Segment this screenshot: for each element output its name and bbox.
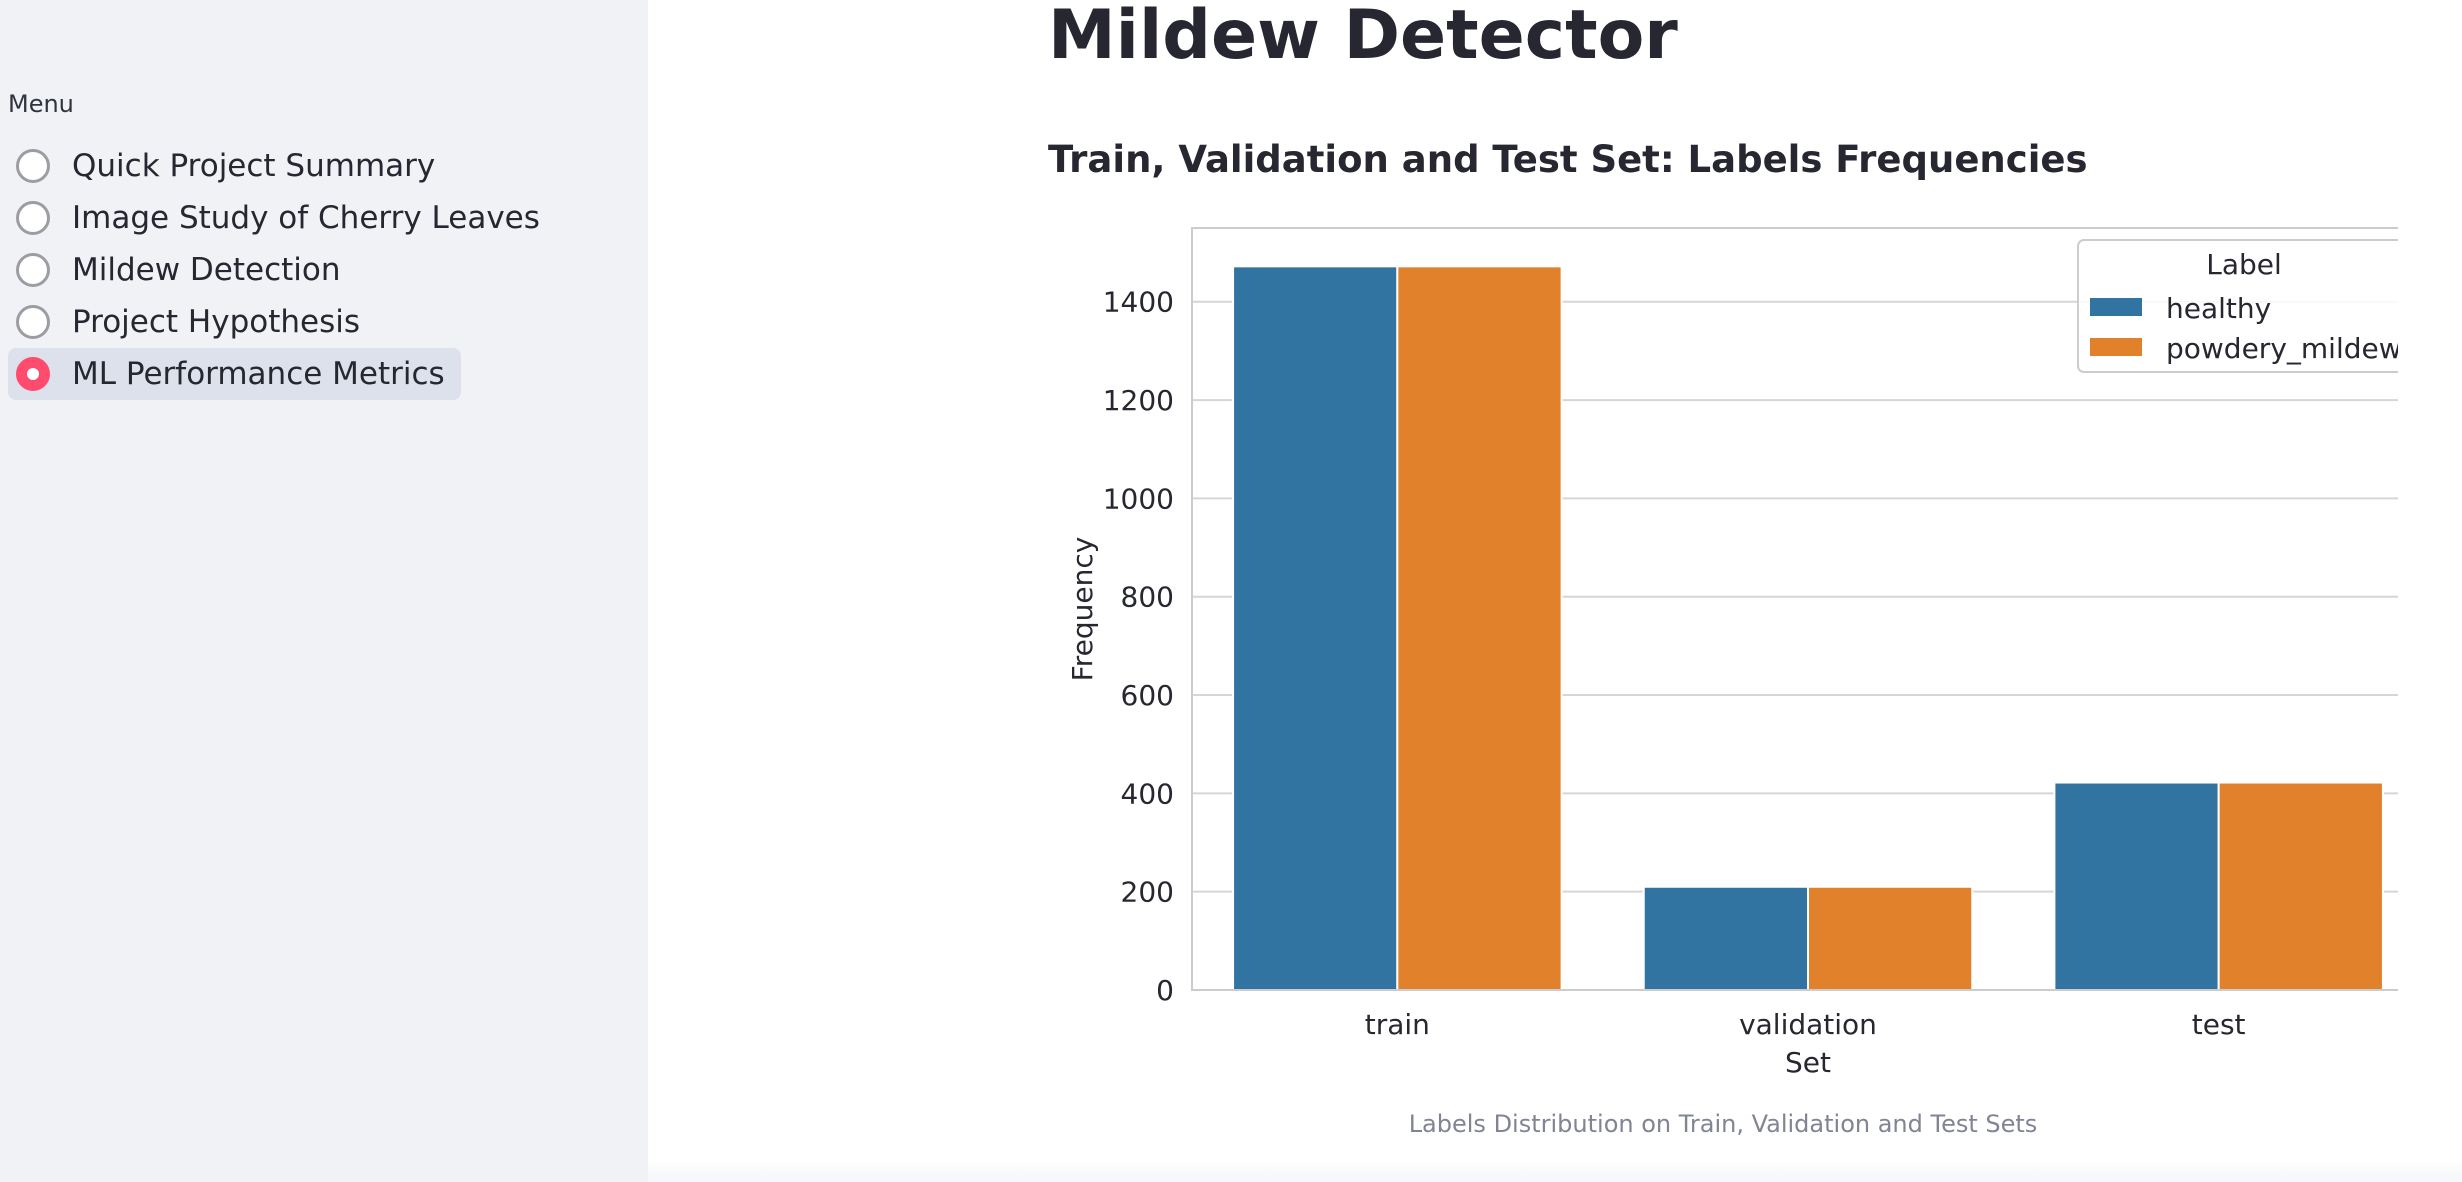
x-tick-label: test xyxy=(2192,1008,2246,1041)
page-title: Mildew Detector xyxy=(1048,0,1678,75)
bars xyxy=(1232,265,2384,992)
bar-validation-healthy xyxy=(1642,885,1809,991)
radio-button-icon[interactable] xyxy=(16,149,50,183)
radio-button-selected-icon[interactable] xyxy=(16,357,50,391)
menu-radio-group: Quick Project Summary Image Study of Che… xyxy=(8,140,556,400)
legend-label-healthy: healthy xyxy=(2166,292,2271,325)
menu-item-project-hypothesis[interactable]: Project Hypothesis xyxy=(8,296,376,348)
bar-validation-powdery-mildew xyxy=(1807,885,1974,991)
menu-item-image-study[interactable]: Image Study of Cherry Leaves xyxy=(8,192,556,244)
x-axis-label: Set xyxy=(1785,1046,1831,1079)
legend-swatch-powdery-mildew xyxy=(2090,338,2142,356)
section-title: Train, Validation and Test Set: Labels F… xyxy=(1048,138,2088,181)
radio-button-icon[interactable] xyxy=(16,253,50,287)
bottom-fade xyxy=(0,1160,2462,1182)
bar-train-powdery-mildew xyxy=(1396,265,1563,991)
labels-frequency-bar-chart: 0 200 400 600 800 1000 1200 1400 train validatio… xyxy=(1066,227,2398,1079)
main-content: Mildew Detector Train, Validation and Te… xyxy=(648,0,2462,1182)
chart-legend: Label healthy powdery_mildew xyxy=(2077,239,2398,373)
legend-swatch-healthy xyxy=(2090,298,2142,316)
x-tick-label: validation xyxy=(1739,1008,1877,1041)
bar-test-powdery-mildew xyxy=(2217,781,2384,992)
y-tick-label: 0 xyxy=(1156,974,1174,1007)
menu-label: Menu xyxy=(8,90,74,118)
bar-train-healthy xyxy=(1232,265,1399,991)
legend-box xyxy=(2077,239,2398,373)
menu-item-ml-performance-metrics[interactable]: ML Performance Metrics xyxy=(8,348,461,400)
y-tick-label: 1400 xyxy=(1103,286,1174,319)
menu-item-label: Mildew Detection xyxy=(72,252,341,288)
y-ticks: 0 200 400 600 800 1000 1200 1400 xyxy=(1103,286,1174,1007)
y-tick-label: 800 xyxy=(1121,581,1174,614)
menu-item-label: Image Study of Cherry Leaves xyxy=(72,200,540,236)
menu-item-label: ML Performance Metrics xyxy=(72,356,445,392)
y-tick-label: 1000 xyxy=(1103,482,1174,515)
chart-caption: Labels Distribution on Train, Validation… xyxy=(1408,1110,2038,1138)
radio-button-icon[interactable] xyxy=(16,305,50,339)
y-tick-label: 600 xyxy=(1121,679,1174,712)
menu-item-quick-project-summary[interactable]: Quick Project Summary xyxy=(8,140,451,192)
radio-button-icon[interactable] xyxy=(16,201,50,235)
bar-test-healthy xyxy=(2053,781,2220,992)
y-tick-label: 200 xyxy=(1121,876,1174,909)
legend-label-powdery-mildew: powdery_mildew xyxy=(2166,332,2398,365)
y-axis-label: Frequency xyxy=(1066,537,1099,682)
x-tick-label: train xyxy=(1365,1008,1430,1041)
menu-item-label: Quick Project Summary xyxy=(72,148,436,184)
menu-item-label: Project Hypothesis xyxy=(72,304,361,340)
plot-frame xyxy=(1191,227,2398,991)
menu-item-mildew-detection[interactable]: Mildew Detection xyxy=(8,244,357,296)
y-tick-label: 400 xyxy=(1121,777,1174,810)
y-tick-label: 1200 xyxy=(1103,384,1174,417)
sidebar: Menu Quick Project Summary Image Study o… xyxy=(0,0,648,1182)
legend-title: Label xyxy=(2206,248,2282,281)
x-ticks: train validation test xyxy=(1365,1008,2246,1041)
